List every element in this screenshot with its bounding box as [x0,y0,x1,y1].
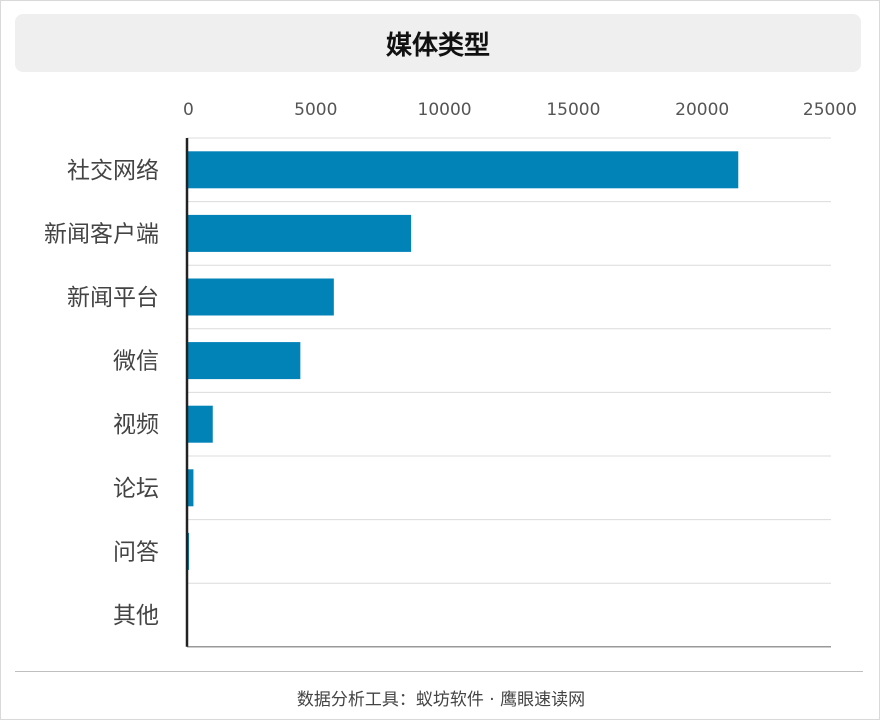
bar [187,469,194,507]
bar [187,151,739,189]
title-bar: 媒体类型 [15,14,861,72]
x-tick-label: 15000 [546,100,600,120]
category-label: 其他 [113,603,159,629]
bar [187,214,412,252]
x-tick-label: 25000 [803,100,857,120]
category-label: 视频 [113,412,159,438]
footer-divider [15,671,863,672]
bar-chart: 0 5000 10000 15000 20000 25000 社交网络新闻客户端新闻平台微信… [44,100,857,648]
category-label: 新闻平台 [67,285,159,311]
x-tick-label: 10000 [418,100,472,120]
category-label: 新闻客户端 [44,221,159,247]
category-label: 微信 [113,349,159,375]
x-tick-label: 20000 [675,100,729,120]
bar [187,405,213,443]
footer-credit: 数据分析工具：蚁坊软件 · 鹰眼速读网 [296,690,586,710]
bar [187,342,301,380]
x-tick-label: 5000 [294,100,337,120]
category-label: 论坛 [113,476,159,502]
category-label: 问答 [113,539,159,565]
chart-title: 媒体类型 [385,30,490,61]
x-tick-label: 0 [183,100,194,120]
category-label: 社交网络 [67,158,159,184]
bar [187,278,334,316]
